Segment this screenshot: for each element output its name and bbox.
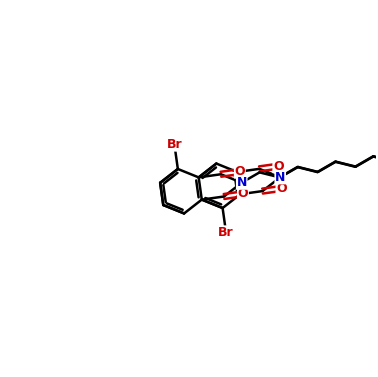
Text: N: N [237, 176, 247, 189]
Text: N: N [275, 171, 285, 184]
Text: Br: Br [218, 226, 234, 239]
Text: Br: Br [167, 138, 182, 151]
Text: O: O [276, 182, 287, 195]
Text: O: O [238, 187, 248, 200]
Text: O: O [273, 160, 284, 173]
Text: O: O [234, 165, 245, 178]
